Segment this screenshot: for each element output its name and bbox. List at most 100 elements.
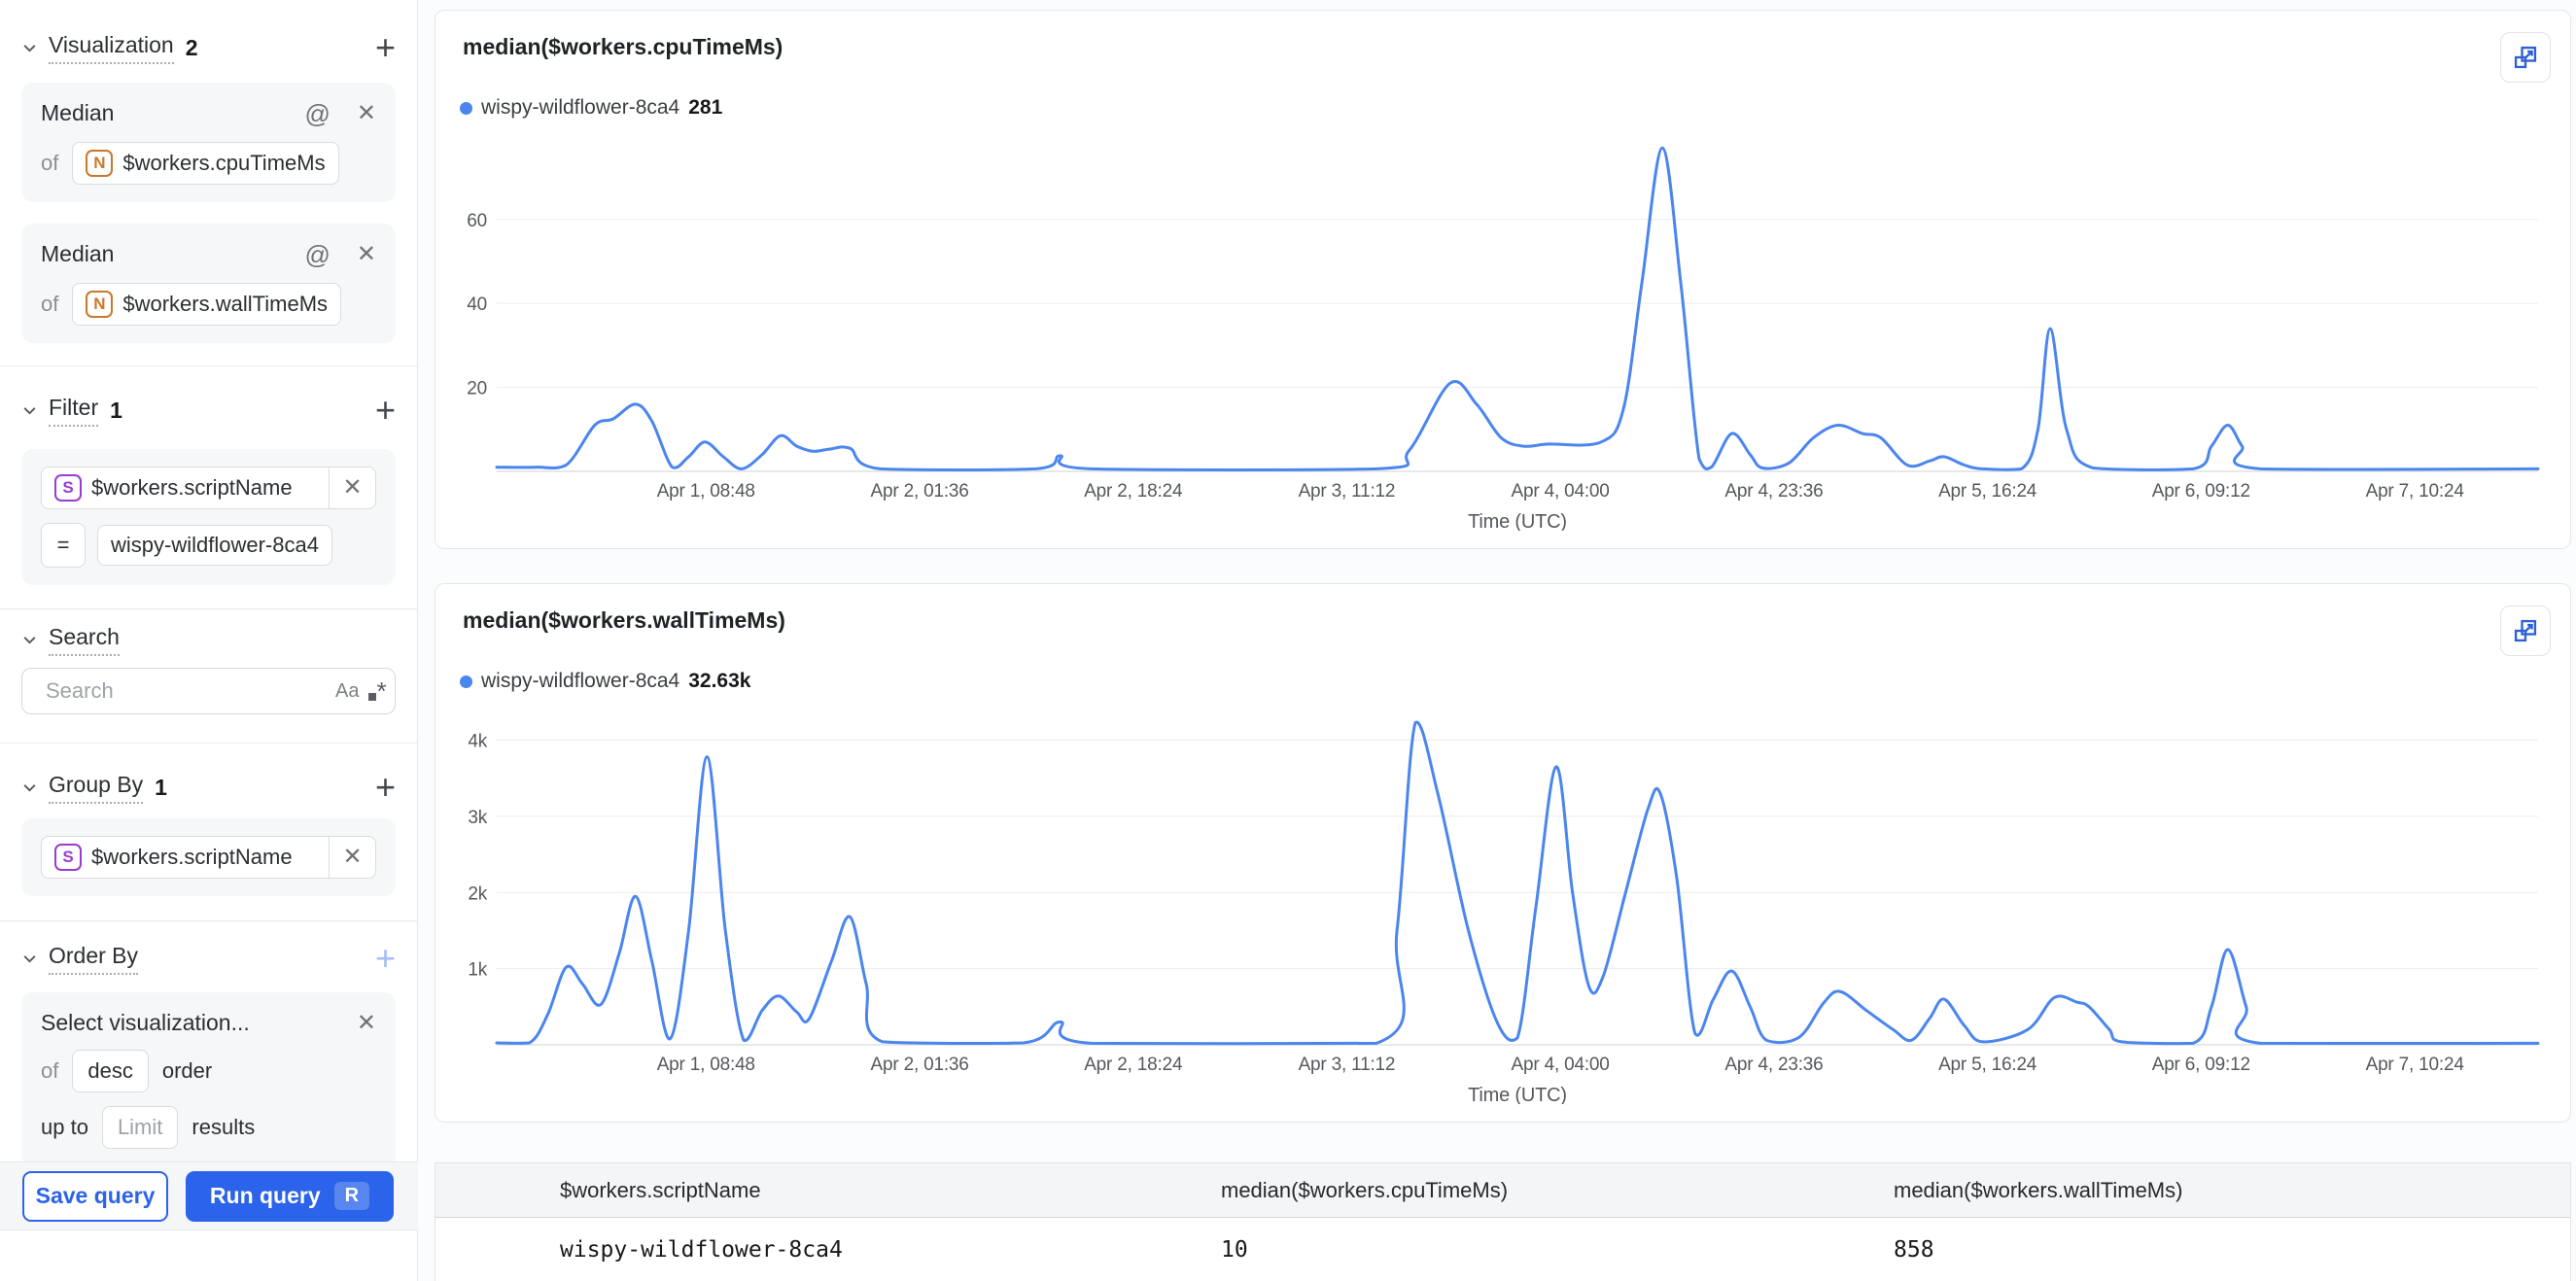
aggregation-label[interactable]: Median [41, 241, 115, 266]
cell-cpu-time: 10 [1221, 1237, 1248, 1263]
results-area: median($workers.cpuTimeMs) wispy-wildflo… [418, 0, 2576, 1281]
filter-count: 1 [110, 397, 122, 423]
svg-text:40: 40 [467, 294, 487, 315]
column-header-wall-time: median($workers.wallTimeMs) [1894, 1177, 2183, 1202]
order-direction-chip[interactable]: desc [72, 1050, 149, 1092]
remove-filter-button[interactable]: ✕ [329, 467, 375, 508]
chevron-down-icon[interactable] [21, 402, 38, 419]
match-case-icon[interactable]: Aa [335, 679, 360, 702]
svg-text:Apr 2, 18:24: Apr 2, 18:24 [1084, 481, 1183, 502]
cell-wall-time: 858 [1894, 1237, 1934, 1263]
chevron-down-icon[interactable] [21, 40, 38, 56]
chart-canvas[interactable]: 1k 2k 3k 4k Apr 1, 08:48 Apr 2, 01:36 Apr 2, 1… [453, 713, 2553, 1104]
aggregation-label[interactable]: Median [41, 100, 115, 125]
of-label: of [41, 1058, 59, 1083]
svg-text:Apr 4, 04:00: Apr 4, 04:00 [1512, 481, 1610, 502]
field-name: $workers.wallTimeMs [122, 292, 329, 316]
svg-text:Apr 1, 08:48: Apr 1, 08:48 [657, 481, 755, 502]
wall-time-chart-card: median($workers.wallTimeMs) wispy-wildfl… [435, 583, 2571, 1123]
svg-text:Apr 6, 09:12: Apr 6, 09:12 [2152, 1055, 2250, 1075]
series-value: 32.63k [688, 670, 751, 692]
table-header-row: $workers.scriptName median($workers.cpuT… [435, 1163, 2570, 1218]
svg-text:Apr 1, 08:48: Apr 1, 08:48 [657, 1055, 755, 1075]
group-by-card: S $workers.scriptName ✕ [21, 818, 396, 896]
chevron-down-icon[interactable] [21, 632, 38, 648]
remove-order-by-button[interactable]: ✕ [356, 1009, 376, 1036]
close-icon: ✕ [342, 474, 363, 501]
series-dot [460, 675, 472, 688]
cpu-time-chart-card: median($workers.cpuTimeMs) wispy-wildflo… [435, 10, 2571, 549]
remove-visualization-button[interactable]: ✕ [356, 99, 376, 126]
string-type-icon: S [54, 474, 82, 502]
group-by-count: 1 [155, 774, 167, 800]
number-type-icon: N [86, 291, 114, 318]
regex-star: * [376, 676, 387, 706]
group-by-section-header: Group By 1 + [21, 767, 396, 807]
svg-text:1k: 1k [468, 960, 487, 981]
add-order-by-button[interactable]: + [374, 938, 396, 978]
filter-value-chip[interactable]: wispy-wildflower-8ca4 [97, 525, 332, 566]
group-by-field-chip[interactable]: S $workers.scriptName ✕ [41, 836, 376, 879]
run-query-button[interactable]: Run query R [186, 1170, 394, 1222]
results-table: $workers.scriptName median($workers.cpuT… [435, 1162, 2571, 1281]
series-name: wispy-wildflower-8ca4 [481, 96, 680, 119]
visualization-section-label: Visualization [49, 32, 174, 64]
section-divider [0, 608, 417, 609]
field-chip-cpu-time[interactable]: N $workers.cpuTimeMs [72, 142, 339, 185]
remove-group-by-button[interactable]: ✕ [329, 837, 375, 878]
chevron-down-icon[interactable] [21, 951, 38, 967]
results-label: results [191, 1115, 256, 1139]
svg-text:Time (UTC): Time (UTC) [1468, 1085, 1567, 1104]
svg-text:Apr 5, 16:24: Apr 5, 16:24 [1938, 481, 2037, 502]
svg-text:3k: 3k [468, 808, 487, 828]
series-value: 281 [688, 96, 723, 119]
chart-legend: wispy-wildflower-8ca4 281 [460, 96, 722, 120]
series-dot [460, 101, 472, 115]
column-header-script-name: $workers.scriptName [560, 1177, 761, 1202]
of-label: of [41, 151, 59, 175]
add-visualization-button[interactable]: + [374, 27, 396, 67]
close-icon: ✕ [342, 844, 363, 870]
field-chip-wall-time[interactable]: N $workers.wallTimeMs [72, 283, 342, 326]
search-input[interactable] [46, 678, 326, 704]
section-divider [0, 743, 417, 744]
svg-text:Apr 4, 23:36: Apr 4, 23:36 [1724, 1055, 1823, 1075]
section-divider [0, 365, 417, 366]
group-by-section-label: Group By [49, 772, 144, 804]
chart-canvas[interactable]: 20 40 60 Apr 1, 08:48 Apr 2, 01:36 Apr 2, 18:… [453, 140, 2553, 531]
order-by-card: Select visualization... ✕ of desc order … [21, 992, 396, 1166]
alias-at-button[interactable]: @ [304, 239, 331, 269]
svg-text:60: 60 [467, 211, 487, 231]
save-query-button[interactable]: Save query [22, 1170, 168, 1222]
column-header-cpu-time: median($workers.cpuTimeMs) [1221, 1177, 1509, 1202]
svg-text:Apr 2, 18:24: Apr 2, 18:24 [1084, 1055, 1183, 1075]
add-filter-button[interactable]: + [374, 390, 396, 430]
filter-operator-chip[interactable]: = [41, 523, 86, 568]
visualization-card-median-cpu: Median @ ✕ of N $workers.cpuTimeMs [21, 83, 396, 202]
table-row[interactable]: wispy-wildflower-8ca4 10 858 [435, 1218, 2570, 1281]
sidebar-footer: Save query Run query R [0, 1161, 418, 1230]
svg-text:Apr 3, 11:12: Apr 3, 11:12 [1299, 481, 1396, 502]
svg-text:Time (UTC): Time (UTC) [1468, 511, 1567, 531]
number-type-icon: N [86, 150, 114, 177]
search-section-header: Search [21, 624, 396, 656]
expand-icon [2514, 619, 2537, 642]
chevron-down-icon[interactable] [21, 779, 38, 796]
remove-visualization-button[interactable]: ✕ [356, 240, 376, 267]
regex-icon[interactable]: * [368, 676, 387, 706]
order-by-section-header: Order By + [21, 938, 396, 978]
chart-legend: wispy-wildflower-8ca4 32.63k [460, 670, 750, 693]
add-group-by-button[interactable]: + [374, 767, 396, 807]
svg-text:Apr 5, 16:24: Apr 5, 16:24 [1938, 1055, 2037, 1075]
section-divider [0, 920, 417, 921]
run-shortcut-badge: R [333, 1182, 370, 1210]
expand-chart-button[interactable] [2500, 606, 2551, 656]
limit-input-chip[interactable]: Limit [101, 1106, 179, 1149]
alias-at-button[interactable]: @ [304, 98, 331, 128]
filter-field-chip[interactable]: S $workers.scriptName ✕ [41, 467, 376, 509]
expand-chart-button[interactable] [2500, 32, 2551, 83]
svg-text:4k: 4k [468, 732, 487, 752]
order-by-visualization-select[interactable]: Select visualization... [41, 1010, 250, 1035]
expand-icon [2514, 46, 2537, 69]
